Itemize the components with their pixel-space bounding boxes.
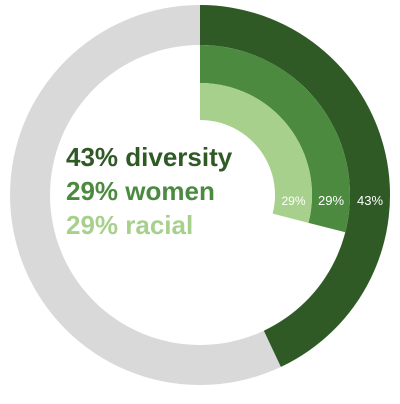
arc-racial <box>200 83 313 223</box>
legend-entry-women: 29% women <box>66 176 215 206</box>
chart-legend: 43% diversity 29% women 29% racial <box>66 140 232 242</box>
legend-entry-diversity: 43% diversity <box>66 142 233 172</box>
arc-diversity <box>200 5 390 367</box>
data-label-racial: 29% <box>281 194 305 208</box>
arc-women <box>200 45 350 233</box>
data-label-women: 29% <box>318 193 344 208</box>
legend-entry-racial: 29% racial <box>66 210 194 240</box>
data-label-diversity: 43% <box>357 193 383 208</box>
